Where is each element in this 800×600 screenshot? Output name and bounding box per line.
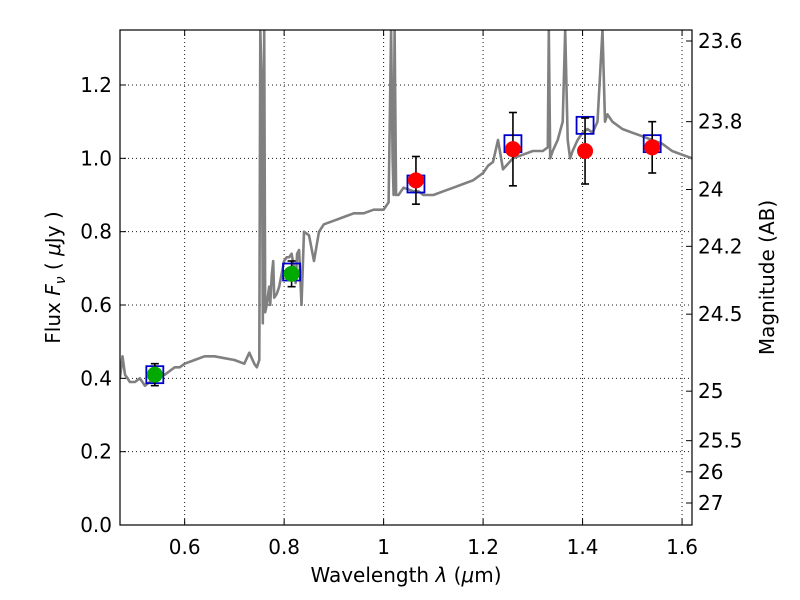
y2-tick-label: 25: [698, 379, 723, 403]
y-tick-label: 0.0: [80, 513, 112, 537]
observed-data-point: [407, 172, 424, 189]
y-tick-label: 0.2: [80, 440, 112, 464]
x-axis-title: Wavelength λ (μm): [310, 563, 501, 587]
observed-data-point: [644, 139, 661, 156]
y-tick-label: 0.4: [80, 366, 112, 390]
y-tick-label: 1.2: [80, 73, 112, 97]
x-tick-label: 1.2: [467, 535, 499, 559]
x-tick-label: 0.8: [268, 535, 300, 559]
y2-tick-label: 24: [698, 178, 723, 202]
x-tick-label: 1: [377, 535, 390, 559]
y-tick-label: 0.8: [80, 220, 112, 244]
y2-tick-label: 24.2: [698, 234, 743, 258]
y2-tick-label: 24.5: [698, 302, 743, 326]
plot-area: [120, 30, 692, 387]
y-tick-label: 1.0: [80, 146, 112, 170]
x-tick-label: 1.6: [666, 535, 698, 559]
y2-tick-label: 23.6: [698, 29, 743, 53]
plot-frame: [119, 29, 693, 526]
observed-data-point: [504, 141, 521, 158]
y2-axis-title: Magnitude (AB): [755, 200, 779, 355]
observed-data-point: [577, 143, 594, 159]
x-tick-label: 0.6: [169, 535, 201, 559]
observed-data-point: [146, 366, 163, 383]
spectrum-line: [120, 30, 692, 387]
y2-tick-label: 25.5: [698, 429, 743, 453]
y-tick-label: 0.6: [80, 293, 112, 317]
observed-data-point: [283, 265, 300, 282]
y2-tick-label: 26: [698, 460, 723, 484]
y2-tick-label: 23.8: [698, 110, 743, 134]
x-tick-label: 1.4: [567, 535, 599, 559]
y2-tick-label: 27: [698, 491, 723, 515]
axes: 0.6 0.8 1 1.2 1.4 1.6 0.0 0.2 0.4 0.6 0.8 1.0 1.2 23.…: [80, 29, 742, 559]
